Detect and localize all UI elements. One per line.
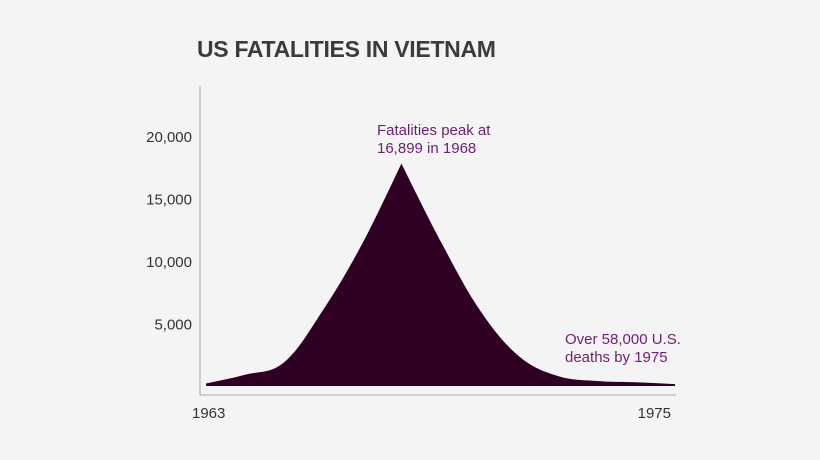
- annotation-line: Fatalities peak at: [377, 122, 491, 139]
- x-tick-label: 1963: [192, 405, 225, 422]
- annotation-line: 16,899 in 1968: [377, 140, 476, 157]
- y-tick-label: 20,000: [146, 129, 192, 146]
- fatalities-area: [206, 163, 675, 386]
- chart-title: US FATALITIES IN VIETNAM: [197, 36, 496, 62]
- annotation-line: Over 58,000 U.S.: [565, 331, 681, 348]
- x-tick-label: 1975: [638, 405, 671, 422]
- total-annotation: Over 58,000 U.S.deaths by 1975: [565, 331, 681, 366]
- y-tick-label: 15,000: [146, 192, 192, 209]
- annotation-line: deaths by 1975: [565, 349, 668, 366]
- y-tick-label: 10,000: [146, 254, 192, 271]
- y-tick-label: 5,000: [154, 317, 192, 334]
